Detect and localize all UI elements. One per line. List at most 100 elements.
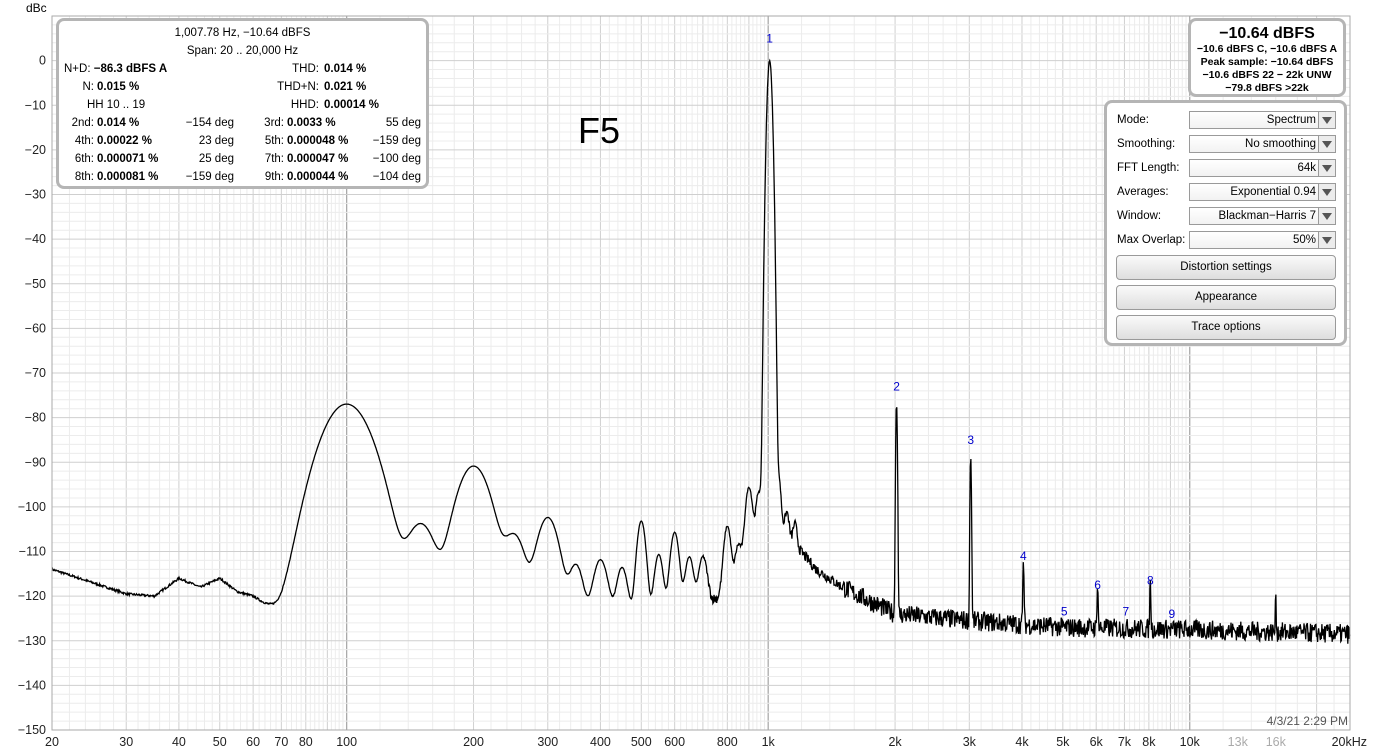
harmonic-7-value: 0.000047 % [287,153,349,165]
x-tick-label: 1k [762,735,776,749]
x-tick-label: 30 [119,735,133,749]
x-tick-label: 2k [888,735,902,749]
averages-select[interactable]: Exponential 0.94 [1189,183,1336,201]
y-tick-label: −110 [19,545,46,559]
level-main: −10.64 dBFS [1219,25,1315,42]
smoothing-select[interactable]: No smoothing [1189,135,1336,153]
fft-length-label: FFT Length: [1117,162,1180,174]
averages-row: Averages: Exponential 0.94 [1115,183,1341,203]
level-above-22k: −79.8 dBFS >22k [1225,82,1309,94]
x-tick-label: 200 [463,735,484,749]
level-unweighted: −10.6 dBFS 22 − 22k UNW [1202,69,1332,81]
spectrum-trace [51,58,1351,644]
averages-label: Averages: [1117,186,1169,198]
averages-value: Exponential 0.94 [1230,186,1316,198]
x-tick-label: 80 [299,735,313,749]
window-row: Window: Blackman−Harris 7 [1115,207,1341,227]
trace-options-button[interactable]: Trace options [1116,315,1336,340]
y-tick-label: −60 [25,321,46,335]
distortion-settings-button[interactable]: Distortion settings [1116,255,1336,280]
x-tick-label: 50 [213,735,227,749]
harmonic-5-value: 0.000048 % [287,135,349,147]
x-tick-label: 8k [1142,735,1156,749]
harmonic-4-label: 4th: [74,135,94,147]
harmonic-8-value: 0.000081 % [97,171,159,183]
harmonic-2-phase: −154 deg [185,117,234,129]
harmonic-3-value: 0.0033 % [287,117,336,129]
mode-label: Mode: [1117,114,1149,126]
level-peak: Peak sample: −10.64 dBFS [1200,56,1334,68]
stats-header-span: Span: 20 .. 20,000 Hz [186,45,299,57]
n-label: N: [82,81,95,93]
level-meter-panel[interactable]: −10.64 dBFS −10.6 dBFS C, −10.6 dBFS A P… [1188,18,1346,97]
hhd-value: 0.00014 % [324,99,379,111]
harmonic-6-label: 6th: [74,153,94,165]
harmonic-marker-9: 9 [1169,607,1176,621]
x-tick-label: 100 [336,735,357,749]
chevron-down-icon[interactable] [1318,232,1335,248]
y-tick-label: 0 [39,54,46,68]
window-select[interactable]: Blackman−Harris 7 [1189,207,1336,225]
window-value: Blackman−Harris 7 [1218,210,1316,222]
harmonic-2-label: 2nd: [71,117,94,129]
harmonic-7-label: 7th: [264,153,284,165]
mode-select[interactable]: Spectrum [1189,111,1336,129]
hh-label: HH 10 .. 19 [87,99,146,111]
smoothing-row: Smoothing: No smoothing [1115,135,1341,155]
max-overlap-row: Max Overlap: 50% [1115,231,1341,251]
y-tick-label: −70 [25,366,46,380]
harmonic-markers: 1 2 3 4 5 6 7 8 9 [766,31,1175,621]
y-tick-label: −140 [18,678,46,692]
y-tick-label: −120 [18,589,46,603]
harmonic-8-phase: −159 deg [185,171,234,183]
chart-title: F5 [578,110,620,151]
y-tick-label: −130 [18,634,46,648]
x-tick-label: 13k [1228,735,1249,749]
y-tick-label: −20 [25,143,46,157]
chevron-down-icon[interactable] [1318,208,1335,224]
mode-value: Spectrum [1266,114,1316,126]
x-tick-label: 60 [246,735,260,749]
harmonic-marker-2: 2 [893,379,900,393]
harmonic-6-phase: 25 deg [198,153,234,165]
distortion-stats-panel[interactable]: 1,007.78 Hz, −10.64 dBFS Span: 20 .. 20,… [56,18,429,189]
x-tick-label: 70 [274,735,288,749]
hhd-label: HHD: [290,99,319,111]
n-value: 0.015 % [97,81,140,93]
thdn-value: 0.021 % [324,81,367,93]
harmonic-marker-8: 8 [1147,574,1154,588]
harmonic-9-label: 9th: [264,171,284,183]
max-overlap-select[interactable]: 50% [1189,231,1336,249]
timestamp: 4/3/21 2:29 PM [1267,714,1348,728]
x-tick-label: 16k [1266,735,1287,749]
y-tick-label: −40 [25,232,46,246]
x-tick-label: 300 [537,735,558,749]
x-tick-label: 4k [1015,735,1029,749]
appearance-button[interactable]: Appearance [1116,285,1336,310]
x-tick-label: 7k [1118,735,1132,749]
harmonic-7-phase: −100 deg [372,153,421,165]
harmonic-marker-5: 5 [1061,605,1068,619]
y-axis-labels: 0 −10 −20 −30 −40 −50 −60 −70 −80 −90 −100 −110 −120… [18,54,46,737]
thdn-label: THD+N: [277,81,319,93]
y-tick-label: −150 [18,723,46,737]
chevron-down-icon[interactable] [1318,160,1335,176]
harmonic-marker-4: 4 [1020,549,1027,563]
harmonic-2-value: 0.014 % [97,117,140,129]
x-axis-labels: 20 30 40 50 60 70 80 100 200 300 400 500 600 800 1k 2k 3… [45,735,1367,749]
fft-length-row: FFT Length: 64k [1115,159,1341,179]
stats-header-frequency: 1,007.78 Hz, −10.64 dBFS [174,27,311,39]
y-axis-title: dBc [26,1,47,15]
max-overlap-value: 50% [1292,234,1316,246]
smoothing-label: Smoothing: [1117,138,1176,150]
fft-length-value: 64k [1297,162,1316,174]
chevron-down-icon[interactable] [1318,184,1335,200]
x-tick-label: 20 [45,735,59,749]
fft-length-select[interactable]: 64k [1189,159,1336,177]
chevron-down-icon[interactable] [1318,112,1335,128]
harmonic-4-phase: 23 deg [198,135,234,147]
chevron-down-icon[interactable] [1318,136,1335,152]
window-label: Window: [1117,210,1162,222]
harmonic-9-value: 0.000044 % [287,171,349,183]
y-tick-label: −30 [25,188,46,202]
